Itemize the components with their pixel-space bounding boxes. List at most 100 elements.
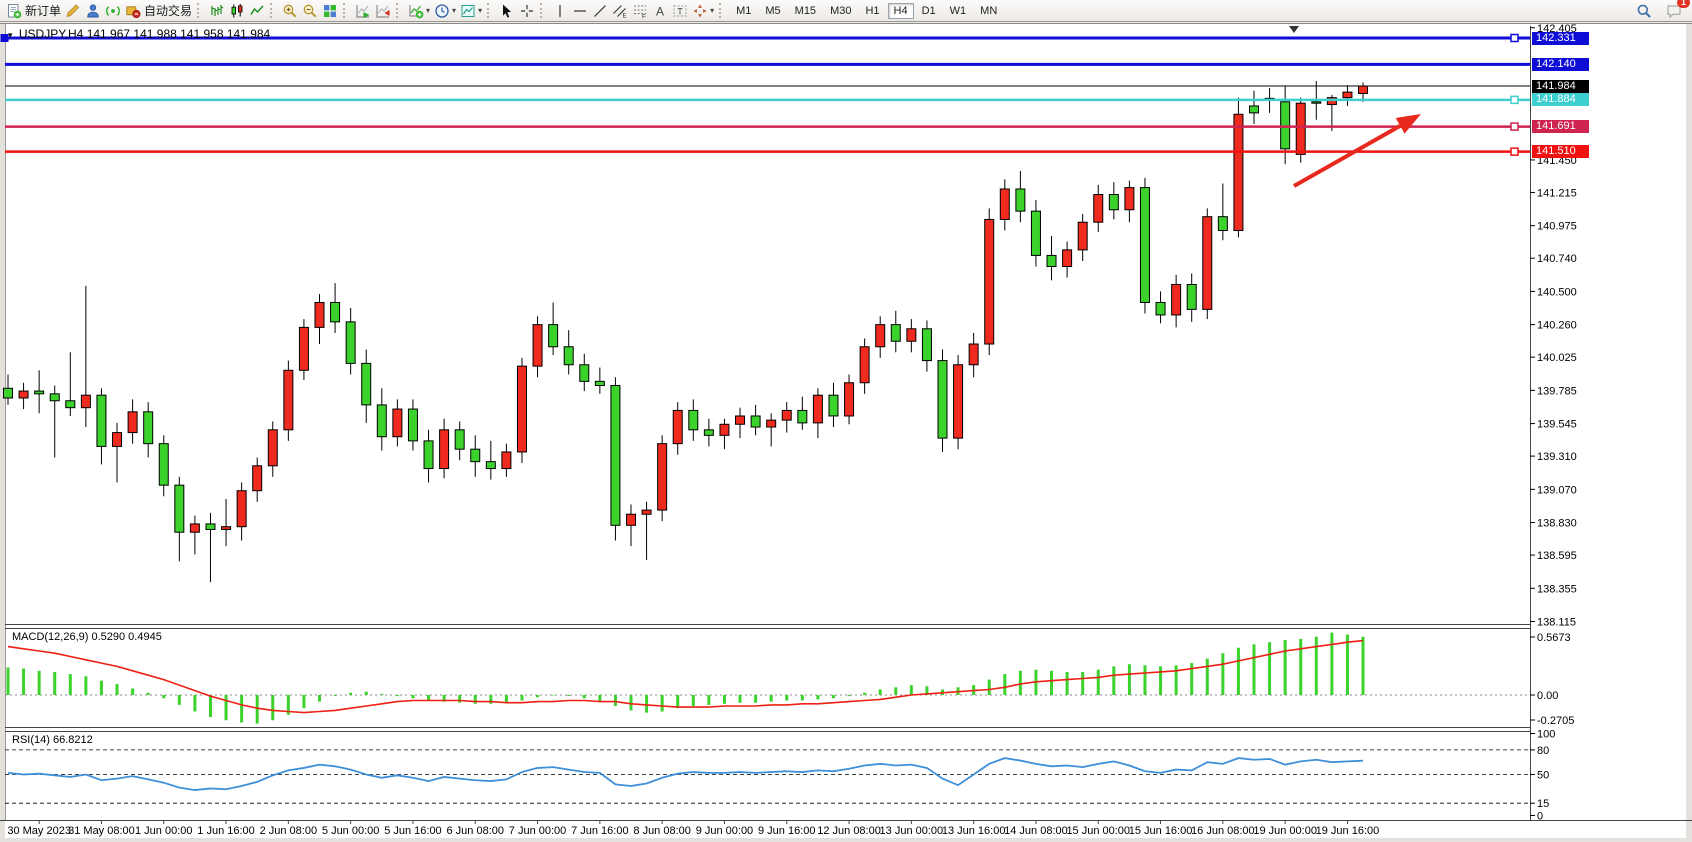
candle-body — [859, 346, 870, 384]
macd-histogram-bar — [551, 695, 555, 696]
timeframe-mn-button[interactable]: MN — [980, 4, 998, 17]
candle-body — [750, 415, 761, 428]
macd-histogram-bar — [598, 695, 602, 702]
macd-histogram-bar — [1065, 671, 1069, 695]
cursor-button[interactable] — [497, 1, 517, 21]
templates-button[interactable]: ▾ — [458, 1, 484, 21]
notifications-button[interactable]: 1 — [1664, 0, 1690, 21]
macd-histogram-bar — [1159, 666, 1163, 695]
candle-body — [361, 362, 372, 406]
macd-histogram-bar — [1127, 664, 1131, 695]
templates-icon — [461, 4, 475, 17]
timeframe-d1-button[interactable]: D1 — [921, 4, 936, 17]
chart-shift-button[interactable] — [373, 1, 393, 21]
equidistant-channel-button[interactable]: E — [610, 1, 630, 21]
candle-body — [1217, 216, 1228, 232]
timeframe-m1-button[interactable]: M1 — [736, 4, 752, 17]
crosshair-icon — [521, 4, 534, 17]
candle-body — [610, 385, 621, 526]
macd-histogram-bar — [520, 695, 524, 701]
timeframe-m30-button[interactable]: M30 — [830, 4, 852, 17]
bar-chart-button[interactable] — [207, 1, 227, 21]
macd-histogram-bar — [68, 674, 72, 695]
macd-histogram-bar — [255, 695, 259, 724]
timeframe-h4-button[interactable]: H4 — [887, 2, 914, 19]
horizontal-line-icon — [574, 9, 587, 12]
macd-histogram-bar — [53, 671, 57, 695]
candle-body — [174, 484, 185, 533]
vertical-line-button[interactable] — [550, 1, 570, 21]
macd-histogram-bar — [99, 680, 103, 695]
terminal-button[interactable] — [83, 1, 103, 21]
timeframe-m5-button[interactable]: M5 — [765, 4, 781, 17]
macd-histogram-bar — [660, 695, 664, 712]
arrows-button[interactable]: ▾ — [690, 1, 716, 21]
candle-body — [1202, 216, 1213, 310]
timeframe-m15-button[interactable]: M15 — [794, 4, 817, 17]
text-label-button[interactable]: T — [670, 1, 690, 21]
signals-button[interactable] — [103, 1, 123, 21]
trendline-button[interactable] — [590, 1, 610, 21]
macd-histogram-bar — [115, 684, 119, 695]
candle-body — [236, 490, 247, 528]
line-chart-button[interactable] — [247, 1, 267, 21]
fibonacci-button[interactable]: F — [630, 1, 650, 21]
axis-label: 1 Jun 16:00 — [197, 825, 255, 837]
auto-scroll-button[interactable] — [353, 1, 373, 21]
toolbar-separator — [343, 3, 349, 18]
bar-chart-icon — [211, 4, 224, 16]
chevron-down-icon[interactable]: ▾ — [426, 6, 431, 15]
timeframe-h1-button[interactable]: H1 — [865, 4, 880, 17]
macd-histogram-bar — [1283, 640, 1287, 695]
crosshair-button[interactable] — [517, 1, 537, 21]
candle-body — [1186, 283, 1197, 310]
candle-body — [298, 326, 309, 371]
fibonacci-icon: F — [634, 5, 647, 19]
candle-chart-button[interactable] — [227, 1, 247, 21]
line-handle[interactable] — [1510, 122, 1519, 131]
line-handle[interactable] — [1510, 147, 1519, 156]
candle-body — [641, 509, 652, 515]
candle-body — [797, 409, 808, 424]
trend-arrow-line[interactable] — [1293, 124, 1402, 188]
text-icon: A — [656, 4, 664, 18]
toolbar: 新订单 自动交易 ▾ ▾ ▾ E F A T ▾ M1 M5 M15 M30 H1 H4 D1 W1 MN 1 — [0, 0, 1692, 22]
periods-button[interactable]: ▾ — [432, 1, 458, 21]
chevron-down-icon[interactable]: ▾ — [710, 6, 715, 15]
chevron-down-icon[interactable]: ▾ — [8, 30, 13, 40]
candle-body — [1139, 187, 1150, 303]
chevron-down-icon[interactable]: ▾ — [452, 6, 457, 15]
macd-indicator-label: MACD(12,26,9) 0.5290 0.4945 — [12, 631, 162, 643]
timeframe-w1-button[interactable]: W1 — [949, 4, 967, 17]
autotrading-button[interactable]: 自动交易 — [123, 1, 194, 21]
zoom-out-button[interactable] — [300, 1, 320, 21]
toolbar-separator — [487, 3, 493, 18]
trend-arrow-head[interactable] — [1395, 114, 1421, 134]
axis-label: 139.070 — [1537, 484, 1577, 496]
metaeditor-button[interactable] — [63, 1, 83, 21]
line-handle[interactable] — [1510, 33, 1519, 43]
line-handle[interactable] — [1510, 95, 1519, 105]
chevron-down-icon[interactable]: ▾ — [478, 6, 483, 15]
line-handle[interactable] — [0, 34, 9, 42]
tile-windows-button[interactable] — [320, 1, 340, 21]
candle-body — [1062, 249, 1073, 267]
candle-body — [1249, 105, 1259, 114]
axis-label: 16 Jun 08:00 — [1191, 825, 1255, 837]
macd-histogram-bar — [442, 695, 446, 702]
candle-body — [1124, 187, 1135, 211]
price-badge-141.510: 141.510 — [1532, 145, 1589, 159]
macd-histogram-bar — [1003, 674, 1007, 695]
search-button[interactable] — [1634, 1, 1654, 21]
new-order-button[interactable]: 新订单 — [4, 1, 63, 21]
horizontal-line-button[interactable] — [570, 1, 590, 21]
text-button[interactable]: A — [650, 1, 670, 21]
price-badge-142.140: 142.140 — [1532, 57, 1589, 71]
indicators-button[interactable]: ▾ — [406, 1, 432, 21]
macd-histogram-bar — [1174, 665, 1178, 695]
chart-ohlc-title: ▾ USDJPY,H4 141.967 141.988 141.958 141.… — [8, 27, 270, 41]
zoom-in-button[interactable] — [280, 1, 300, 21]
chart-shift-marker[interactable] — [1289, 26, 1299, 33]
candle-body — [844, 382, 855, 417]
